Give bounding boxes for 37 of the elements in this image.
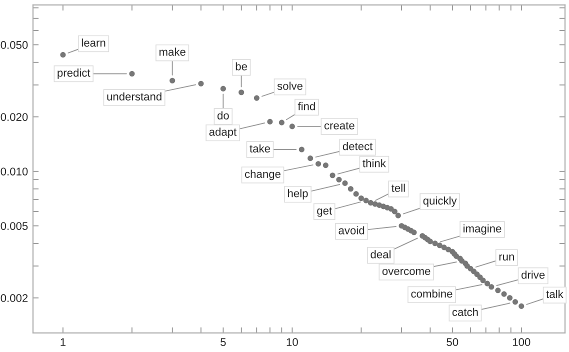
annotation: predict	[58, 68, 90, 79]
x-tick-label: 10	[286, 338, 298, 346]
annotation: deal	[370, 250, 391, 258]
annotation: talk	[546, 290, 564, 298]
annotation: drive	[522, 270, 545, 279]
annotation: tell	[392, 184, 405, 192]
annotation: take	[250, 144, 270, 152]
annotation: detect	[342, 142, 373, 150]
annotation: combine	[411, 289, 452, 298]
annotation: learn	[82, 38, 106, 47]
y-tick-label: 0.002	[0, 294, 28, 302]
x-tick-label: 100	[512, 338, 530, 346]
annotation: solve	[277, 82, 302, 90]
annotation: catch	[452, 308, 478, 316]
annotation: adapt	[209, 128, 237, 138]
annotation: overcome	[382, 268, 430, 276]
annotation: avoid	[338, 226, 364, 234]
x-tick-label: 50	[446, 338, 458, 346]
y-tick-label: 0.050	[0, 41, 28, 49]
annotation: imagine	[464, 224, 502, 235]
annotation: quickly	[423, 196, 457, 207]
annotation: change	[244, 170, 280, 180]
annotation: get	[317, 207, 332, 217]
annotation: run	[499, 254, 514, 261]
y-tick-label: 0.005	[0, 222, 28, 230]
annotation: help	[288, 189, 308, 200]
annotation: make	[159, 48, 186, 56]
annotation: do	[217, 111, 229, 120]
y-tick-label: 0.010	[0, 168, 28, 176]
annotation: create	[324, 122, 354, 130]
annotation: be	[236, 62, 248, 70]
y-tick-label: 0.020	[0, 113, 28, 121]
annotation: think	[362, 159, 386, 168]
annotation: understand	[107, 92, 162, 101]
annotation: find	[298, 102, 315, 110]
x-tick-label: 5	[220, 338, 226, 346]
x-tick-label: 1	[60, 338, 66, 346]
